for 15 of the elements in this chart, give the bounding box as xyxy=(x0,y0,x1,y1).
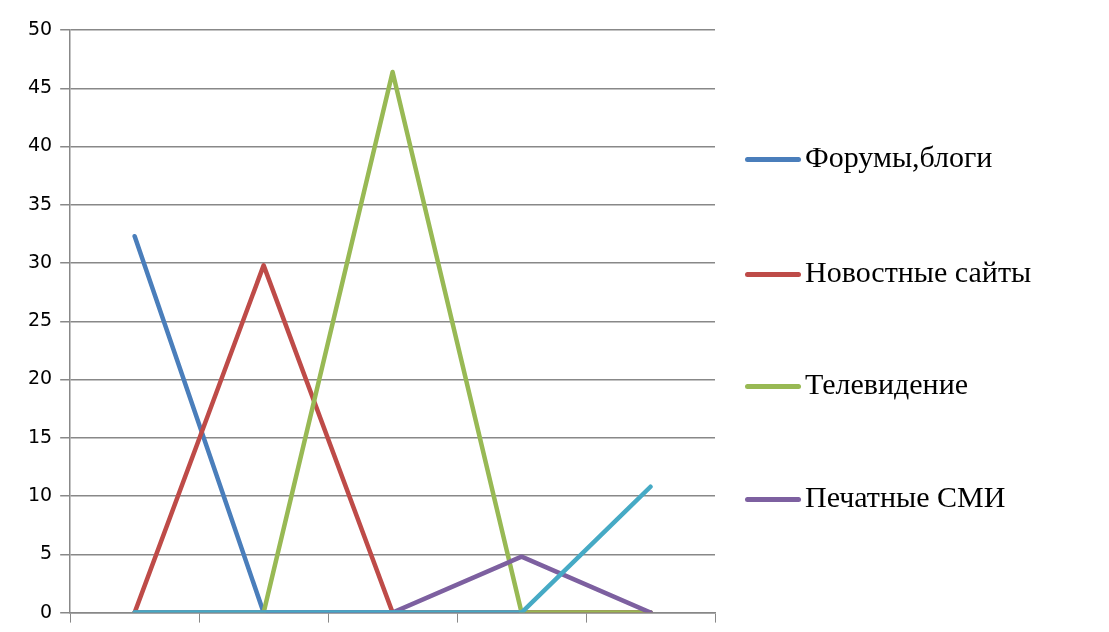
y-tick-label: 40 xyxy=(27,133,53,156)
y-tick-label: 25 xyxy=(27,308,53,331)
y-tick-label: 20 xyxy=(27,366,53,389)
y-tick-label: 5 xyxy=(40,541,53,564)
y-tick-label: 50 xyxy=(27,16,53,39)
legend-label: Печатные СМИ xyxy=(805,480,1007,514)
y-tick-label: 0 xyxy=(40,599,53,622)
y-tick-label: 45 xyxy=(27,75,53,98)
legend-label: Новостные сайты xyxy=(805,255,1033,289)
y-tick-label: 15 xyxy=(27,424,53,447)
y-tick-label: 35 xyxy=(27,191,53,214)
legend-label: Форумы,блоги xyxy=(805,140,994,174)
y-tick-label: 30 xyxy=(27,249,53,272)
y-tick-label: 10 xyxy=(27,483,53,506)
legend-label: Телевидение xyxy=(805,367,969,401)
